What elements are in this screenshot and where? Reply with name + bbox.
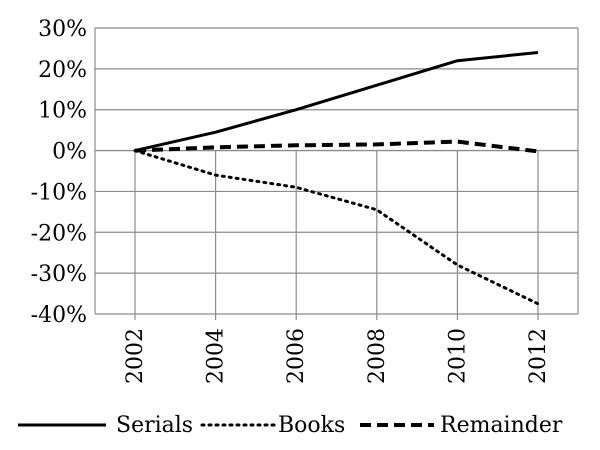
x-tick-label: 2012: [526, 328, 551, 384]
y-tick-label: 10%: [38, 99, 87, 124]
y-axis-tick-labels: 30% 20% 10% 0% -10% -20% -30% -40%: [31, 17, 87, 328]
y-tick-label: -20%: [31, 221, 87, 246]
series-lines: [133, 51, 540, 306]
y-tick-label: 0%: [52, 140, 87, 165]
x-tick-label: 2002: [123, 328, 148, 384]
x-tick-label: 2006: [284, 328, 309, 384]
x-tick-label: 2010: [445, 328, 470, 384]
x-tick-label: 2008: [365, 328, 390, 384]
y-tick-label: 30%: [38, 17, 87, 42]
series-line-books: [133, 149, 540, 306]
series-line-serials: [134, 51, 539, 153]
y-tick-label: 20%: [38, 58, 87, 83]
axes: [94, 28, 579, 314]
y-tick-label: -30%: [31, 262, 87, 287]
x-axis-tick-labels: 2002 2004 2006 2008 2010 2012: [123, 150, 551, 384]
y-tick-label: -10%: [31, 180, 87, 205]
grid-lines: [95, 27, 578, 315]
legend-label-remainder: Remainder: [440, 413, 563, 438]
x-tick-label: 2004: [204, 328, 229, 384]
y-tick-label: -40%: [31, 303, 87, 328]
legend-label-books: Books: [278, 413, 345, 438]
legend: Serials Books Remainder: [18, 413, 563, 438]
legend-label-serials: Serials: [116, 413, 193, 438]
